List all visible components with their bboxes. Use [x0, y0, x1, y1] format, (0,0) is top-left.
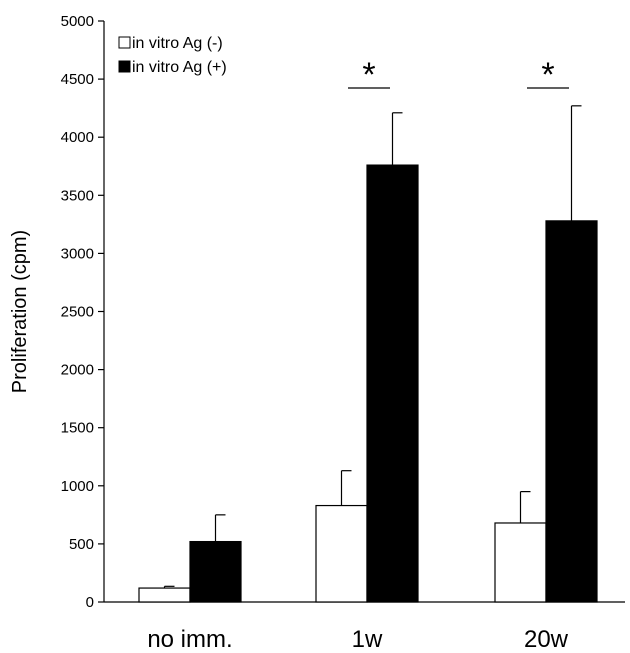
significance-star: * — [541, 56, 554, 94]
bar — [494, 522, 547, 603]
y-tick-label: 2000 — [61, 362, 94, 379]
significance-star: * — [362, 56, 375, 94]
axes: 0 500 1000 1500 2000 2500 3000 3500 4000 4500 5000… — [61, 13, 625, 653]
y-tick-label: 0 — [86, 594, 94, 611]
bar — [545, 220, 598, 603]
legend-swatch — [118, 36, 131, 49]
y-axis-label: Proliferation (cpm) — [9, 230, 31, 393]
legend-label: in vitro Ag (-) — [132, 35, 223, 52]
y-tick-label: 3000 — [61, 245, 94, 262]
bar — [138, 587, 191, 603]
legend-label: in vitro Ag (+) — [132, 59, 227, 76]
y-tick-label: 5000 — [61, 13, 94, 30]
y-tick-label: 4500 — [61, 71, 94, 88]
y-tick-label: 1500 — [61, 420, 94, 437]
x-tick-label: 20w — [524, 626, 569, 653]
y-tick-label: 500 — [69, 536, 94, 553]
bar — [315, 504, 368, 603]
y-tick-label: 1000 — [61, 478, 94, 495]
y-tick-label: 4000 — [61, 129, 94, 146]
legend: in vitro Ag (-) in vitro Ag (+) — [118, 35, 227, 76]
error-bars — [163, 105, 582, 589]
legend-swatch — [118, 60, 131, 73]
bars — [138, 164, 598, 603]
x-tick-label: no imm. — [147, 626, 232, 653]
bar — [366, 164, 419, 603]
y-tick-label: 3500 — [61, 187, 94, 204]
y-tick-label: 2500 — [61, 304, 94, 321]
x-tick-label: 1w — [352, 626, 383, 653]
significance-markers: * * — [348, 56, 569, 94]
bar — [189, 540, 242, 603]
